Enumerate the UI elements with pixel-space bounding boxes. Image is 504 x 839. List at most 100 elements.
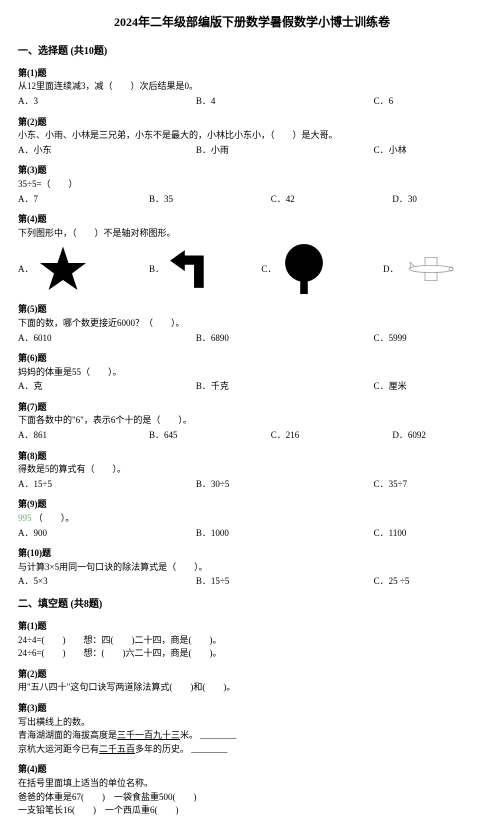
q4-text: 下列图形中，（ ）不是轴对称图形。 (18, 227, 486, 240)
q6-opt-a: A．克 (18, 380, 196, 393)
f3-l3b: 多年的历史。 (135, 744, 189, 754)
q1-text: 从12里面连续减3，减（ ）次后结果是0。 (18, 80, 486, 93)
q9-num: 第(9)题 (18, 498, 486, 511)
arrow-icon (168, 247, 210, 291)
star-icon (38, 244, 88, 294)
q6-text: 妈妈的体重是55（ ）。 (18, 366, 486, 379)
question-2: 第(2)题 小东、小雨、小林是三兄弟，小东不是最大的，小林比小东小，（ ）是大哥… (18, 116, 486, 157)
q5-opt-b: B．6890 (196, 332, 374, 345)
question-5: 第(5)题 下面的数，哪个数更接近6000？（ ）。 A．6010 B．6890… (18, 303, 486, 344)
q3-opt-a: A．7 (18, 193, 149, 206)
q9-opt-a: A．900 (18, 527, 196, 540)
q2-options: A．小东 B．小雨 C．小林 (18, 144, 486, 157)
f4-l3: 一支铅笔长16( ) 一个西瓜重6( ) (18, 804, 486, 817)
q6-opt-c: C．厘米 (374, 380, 486, 393)
q8-options: A．15÷5 B．30÷5 C．35÷7 (18, 478, 486, 491)
q10-opt-b: B．15÷5 (196, 575, 374, 588)
q9-figure-text: 995 (18, 513, 32, 523)
q5-num: 第(5)题 (18, 303, 486, 316)
q8-num: 第(8)题 (18, 450, 486, 463)
q4-opt-d: D． (383, 263, 399, 276)
q4-opt-c: C． (261, 263, 276, 276)
q3-opt-b: B．35 (149, 193, 271, 206)
section-2-head: 二、填空题 (共8题) (18, 598, 486, 612)
q3-options: A．7 B．35 C．42 D．30 (18, 193, 486, 206)
paddle-icon (280, 243, 328, 295)
question-9: 第(9)题 995 （ ）。 A．900 B．1000 C．1100 (18, 498, 486, 539)
q9-tail: （ ）。 (34, 513, 75, 523)
q6-num: 第(6)题 (18, 352, 486, 365)
q3-opt-d: D．30 (392, 193, 486, 206)
q5-options: A．6010 B．6890 C．5999 (18, 332, 486, 345)
q9-options: A．900 B．1000 C．1100 (18, 527, 486, 540)
f2-text: 用"五八四十"这句口诀写两道除法算式( )和( )。 (18, 681, 486, 694)
q3-num: 第(3)题 (18, 164, 486, 177)
q7-text: 下面各数中的"6"，表示6个十的是（ ）。 (18, 414, 486, 427)
q6-options: A．克 B．千克 C．厘米 (18, 380, 486, 393)
q3-text: 35÷5=（ ） (18, 178, 486, 191)
q4-opt-b: B． (149, 263, 164, 276)
q4-num: 第(4)题 (18, 213, 486, 226)
section-1-head: 一、选择题 (共10题) (18, 45, 486, 59)
f4-l2: 爸爸的体重是67( ) 一袋食盐重500( ) (18, 791, 486, 804)
q10-text: 与计算3×5用同一句口诀的除法算式是（ ）。 (18, 561, 486, 574)
q1-options: A．3 B．4 C．6 (18, 95, 486, 108)
q7-opt-c: C．216 (271, 429, 393, 442)
q2-opt-a: A．小东 (18, 144, 196, 157)
f1-l2: 24÷6=( ) 想：( )六二十四，商是( )。 (18, 647, 486, 660)
f3-l3: 京杭大运河距今已有二千五百多年的历史。 ________ (18, 743, 486, 756)
q10-opt-c: C．25 ÷5 (374, 575, 486, 588)
q2-opt-b: B．小雨 (196, 144, 374, 157)
q10-num: 第(10)题 (18, 547, 486, 560)
q2-text: 小东、小雨、小林是三兄弟，小东不是最大的，小林比小东小，（ ）是大哥。 (18, 129, 486, 142)
question-4: 第(4)题 下列图形中，（ ）不是轴对称图形。 A． B． C． D． (18, 213, 486, 295)
fill-3: 第(3)题 写出横线上的数。 青海湖湖面的海拔高度是三千一百九十三米。 ____… (18, 702, 486, 755)
q8-opt-c: C．35÷7 (374, 478, 486, 491)
q7-opt-a: A．861 (18, 429, 149, 442)
q6-opt-b: B．千克 (196, 380, 374, 393)
q1-num: 第(1)题 (18, 67, 486, 80)
q5-opt-c: C．5999 (374, 332, 486, 345)
q9-text: 995 （ ）。 (18, 512, 486, 525)
f1-num: 第(1)题 (18, 620, 486, 633)
q8-opt-a: A．15÷5 (18, 478, 196, 491)
f3-l3a: 京杭大运河距今已有 (18, 744, 99, 754)
q2-num: 第(2)题 (18, 116, 486, 129)
q1-opt-c: C．6 (374, 95, 486, 108)
f3-l2u: 三千一百九十三 (117, 730, 180, 740)
q7-num: 第(7)题 (18, 401, 486, 414)
fill-4: 第(4)题 在括号里面填上适当的单位名称。 爸爸的体重是67( ) 一袋食盐重5… (18, 763, 486, 816)
q5-text: 下面的数，哪个数更接近6000？（ ）。 (18, 317, 486, 330)
f3-l2b: 米。 (180, 730, 198, 740)
f3-l2: 青海湖湖面的海拔高度是三千一百九十三米。 ________ (18, 729, 486, 742)
q4-shapes: A． B． C． D． (18, 243, 486, 295)
f4-num: 第(4)题 (18, 763, 486, 776)
q5-opt-a: A．6010 (18, 332, 196, 345)
page-title: 2024年二年级部编版下册数学暑假数学小博士训练卷 (18, 14, 486, 31)
q9-opt-c: C．1100 (374, 527, 486, 540)
f3-blank2: ________ (191, 744, 227, 754)
f2-num: 第(2)题 (18, 668, 486, 681)
fill-1: 第(1)题 24÷4=( ) 想：四( )二十四，商是( )。 24÷6=( )… (18, 620, 486, 660)
q8-opt-b: B．30÷5 (196, 478, 374, 491)
fill-2: 第(2)题 用"五八四十"这句口诀写两道除法算式( )和( )。 (18, 668, 486, 694)
q7-options: A．861 B．645 C．216 D．6092 (18, 429, 486, 442)
question-6: 第(6)题 妈妈的体重是55（ ）。 A．克 B．千克 C．厘米 (18, 352, 486, 393)
question-10: 第(10)题 与计算3×5用同一句口诀的除法算式是（ ）。 A．5×3 B．15… (18, 547, 486, 588)
f3-l2a: 青海湖湖面的海拔高度是 (18, 730, 117, 740)
question-3: 第(3)题 35÷5=（ ） A．7 B．35 C．42 D．30 (18, 164, 486, 205)
q1-opt-a: A．3 (18, 95, 196, 108)
q8-text: 得数是5的算式有（ ）。 (18, 463, 486, 476)
q4-opt-a: A． (18, 263, 34, 276)
f3-l3u: 二千五百 (99, 744, 135, 754)
q7-opt-b: B．645 (149, 429, 271, 442)
question-7: 第(7)题 下面各数中的"6"，表示6个十的是（ ）。 A．861 B．645 … (18, 401, 486, 442)
f1-l1: 24÷4=( ) 想：四( )二十四，商是( )。 (18, 634, 486, 647)
question-1: 第(1)题 从12里面连续减3，减（ ）次后结果是0。 A．3 B．4 C．6 (18, 67, 486, 108)
q1-opt-b: B．4 (196, 95, 374, 108)
q2-opt-c: C．小林 (374, 144, 486, 157)
airplane-icon (403, 253, 459, 285)
question-8: 第(8)题 得数是5的算式有（ ）。 A．15÷5 B．30÷5 C．35÷7 (18, 450, 486, 491)
q3-opt-c: C．42 (271, 193, 393, 206)
f4-l1: 在括号里面填上适当的单位名称。 (18, 777, 486, 790)
